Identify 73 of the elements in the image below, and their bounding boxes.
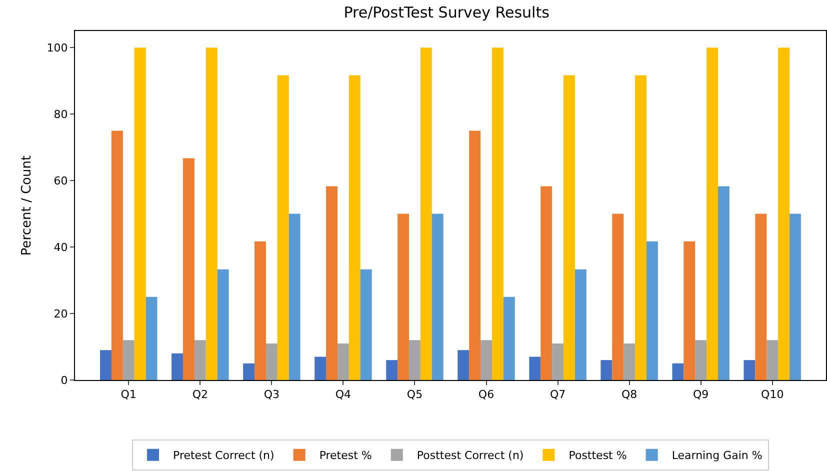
bar <box>503 296 515 380</box>
bar <box>206 48 218 380</box>
bar <box>420 48 432 380</box>
bar <box>326 186 338 380</box>
bar <box>755 214 767 380</box>
bar <box>706 48 718 380</box>
y-tick-label: 60 <box>54 174 68 188</box>
y-tick-label: 0 <box>60 374 68 387</box>
bar <box>552 343 564 380</box>
legend-label: Posttest % <box>568 449 627 462</box>
bar <box>134 48 146 380</box>
legend-label: Learning Gain % <box>672 449 762 462</box>
y-tick-label: 100 <box>46 41 68 54</box>
bar <box>469 130 481 380</box>
bar <box>146 296 158 380</box>
bar <box>398 214 410 380</box>
bar <box>564 75 575 380</box>
y-tick-label: 20 <box>54 307 68 320</box>
x-tick-label: Q1 <box>120 388 136 402</box>
x-tick-label: Q8 <box>621 388 638 402</box>
bar <box>684 241 696 380</box>
bar <box>183 158 194 380</box>
x-tick-label: Q7 <box>550 388 566 402</box>
bar <box>492 48 504 380</box>
bar <box>288 214 300 380</box>
bar <box>695 340 707 380</box>
chart-title: Pre/PostTest Survey Results <box>344 4 550 22</box>
bar <box>646 241 658 380</box>
bar <box>314 356 326 380</box>
bar <box>409 340 420 380</box>
legend-label: Pretest Correct (n) <box>173 449 274 462</box>
bar <box>172 353 183 380</box>
bar <box>612 214 624 380</box>
x-tick-label: Q10 <box>761 388 784 402</box>
bar <box>600 360 612 380</box>
bar <box>790 214 801 380</box>
bar <box>672 363 684 380</box>
bar <box>718 186 730 380</box>
bar <box>574 269 586 380</box>
bar <box>624 343 636 380</box>
legend-label: Posttest Correct (n) <box>416 449 524 462</box>
y-tick-label: 80 <box>54 108 68 121</box>
bar <box>217 269 229 380</box>
bar <box>480 340 492 380</box>
bar <box>458 350 470 380</box>
bar <box>254 241 266 380</box>
bar <box>744 360 756 380</box>
legend-label: Pretest % <box>319 449 372 462</box>
y-tick-label: 40 <box>54 240 68 254</box>
bar <box>360 269 372 380</box>
bar <box>529 356 541 380</box>
bar <box>778 48 790 380</box>
bar <box>100 350 112 380</box>
x-tick-label: Q2 <box>192 388 208 402</box>
bar <box>277 75 289 380</box>
bar <box>266 343 278 380</box>
bar <box>766 340 778 380</box>
bar <box>111 130 123 380</box>
x-tick-label: Q9 <box>692 388 709 402</box>
bar <box>243 363 255 380</box>
bar <box>337 343 349 380</box>
x-tick-label: Q4 <box>335 388 352 402</box>
x-tick-label: Q5 <box>406 388 423 402</box>
bar <box>194 340 206 380</box>
bar <box>348 75 360 380</box>
y-axis-title: Percent / Count <box>20 155 35 256</box>
x-tick-label: Q3 <box>264 388 280 402</box>
bar <box>432 214 444 380</box>
bar <box>386 360 398 380</box>
bar <box>635 75 646 380</box>
bar <box>122 340 134 380</box>
bar <box>540 186 552 380</box>
x-tick-label: Q6 <box>478 388 494 402</box>
